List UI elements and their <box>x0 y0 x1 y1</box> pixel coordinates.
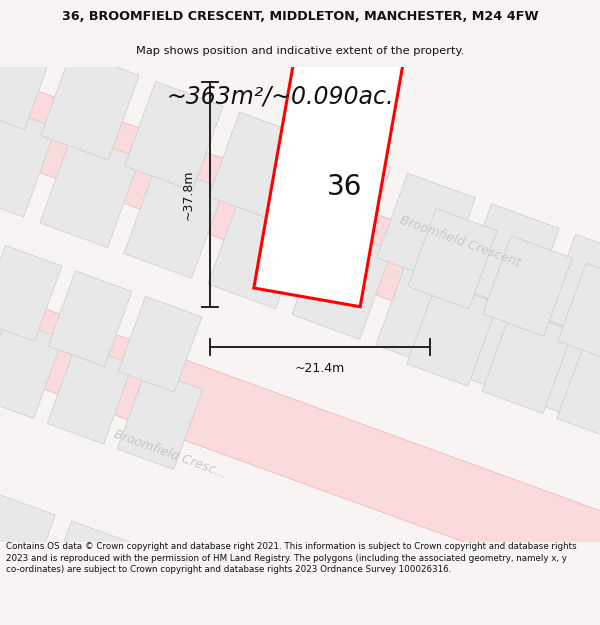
Polygon shape <box>0 103 56 217</box>
Polygon shape <box>118 296 202 392</box>
Text: ~37.8m: ~37.8m <box>182 169 194 219</box>
Text: ~363m²/~0.090ac.: ~363m²/~0.090ac. <box>166 85 394 109</box>
Polygon shape <box>293 612 391 625</box>
Polygon shape <box>254 27 406 307</box>
Polygon shape <box>0 318 63 419</box>
Polygon shape <box>0 491 55 599</box>
Polygon shape <box>41 51 139 160</box>
Text: 36, BROOMFIELD CRESCENT, MIDDLETON, MANCHESTER, M24 4FW: 36, BROOMFIELD CRESCENT, MIDDLETON, MANC… <box>62 11 538 23</box>
Text: Map shows position and indicative extent of the property.: Map shows position and indicative extent… <box>136 46 464 56</box>
Text: 36: 36 <box>328 173 362 201</box>
Polygon shape <box>460 286 560 401</box>
Polygon shape <box>41 603 139 625</box>
Polygon shape <box>47 344 133 444</box>
Polygon shape <box>41 521 139 625</box>
Polygon shape <box>377 173 475 282</box>
Polygon shape <box>292 226 392 339</box>
Polygon shape <box>0 21 55 129</box>
Polygon shape <box>483 236 572 336</box>
Polygon shape <box>408 209 497 309</box>
Polygon shape <box>208 195 308 309</box>
Text: ~21.4m: ~21.4m <box>295 362 345 376</box>
Polygon shape <box>544 317 600 431</box>
Polygon shape <box>545 234 600 344</box>
Text: Contains OS data © Crown copyright and database right 2021. This information is : Contains OS data © Crown copyright and d… <box>6 542 577 574</box>
Polygon shape <box>558 263 600 363</box>
Text: Broomfield Cresc...: Broomfield Cresc... <box>112 428 228 481</box>
Text: Broomfield Crescent: Broomfield Crescent <box>398 214 522 270</box>
Polygon shape <box>0 261 600 623</box>
Polygon shape <box>0 572 55 625</box>
Polygon shape <box>125 551 223 625</box>
Polygon shape <box>407 281 498 386</box>
Polygon shape <box>209 112 307 221</box>
Polygon shape <box>0 46 600 408</box>
Polygon shape <box>557 336 600 441</box>
Polygon shape <box>0 246 62 341</box>
Polygon shape <box>117 369 203 469</box>
Polygon shape <box>48 271 132 367</box>
Polygon shape <box>376 256 476 370</box>
Polygon shape <box>461 204 559 313</box>
Polygon shape <box>293 142 391 252</box>
Polygon shape <box>125 81 223 191</box>
Polygon shape <box>482 309 573 414</box>
Polygon shape <box>209 582 307 625</box>
Polygon shape <box>124 164 224 278</box>
Polygon shape <box>40 134 140 248</box>
